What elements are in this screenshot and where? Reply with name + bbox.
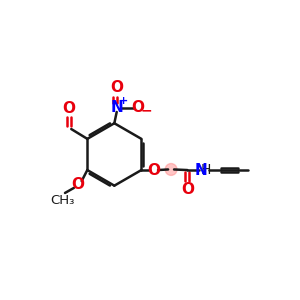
Text: O: O [71,177,84,192]
Text: O: O [147,163,160,178]
Text: CH₃: CH₃ [51,194,75,207]
Circle shape [165,164,177,175]
Text: O: O [181,182,194,197]
Text: O: O [110,80,123,95]
Text: N: N [110,100,123,115]
Text: N: N [194,163,207,178]
Text: +: + [119,96,128,106]
Text: H: H [201,163,211,177]
Text: −: − [141,103,152,117]
Text: O: O [132,100,145,115]
Text: O: O [62,101,75,116]
